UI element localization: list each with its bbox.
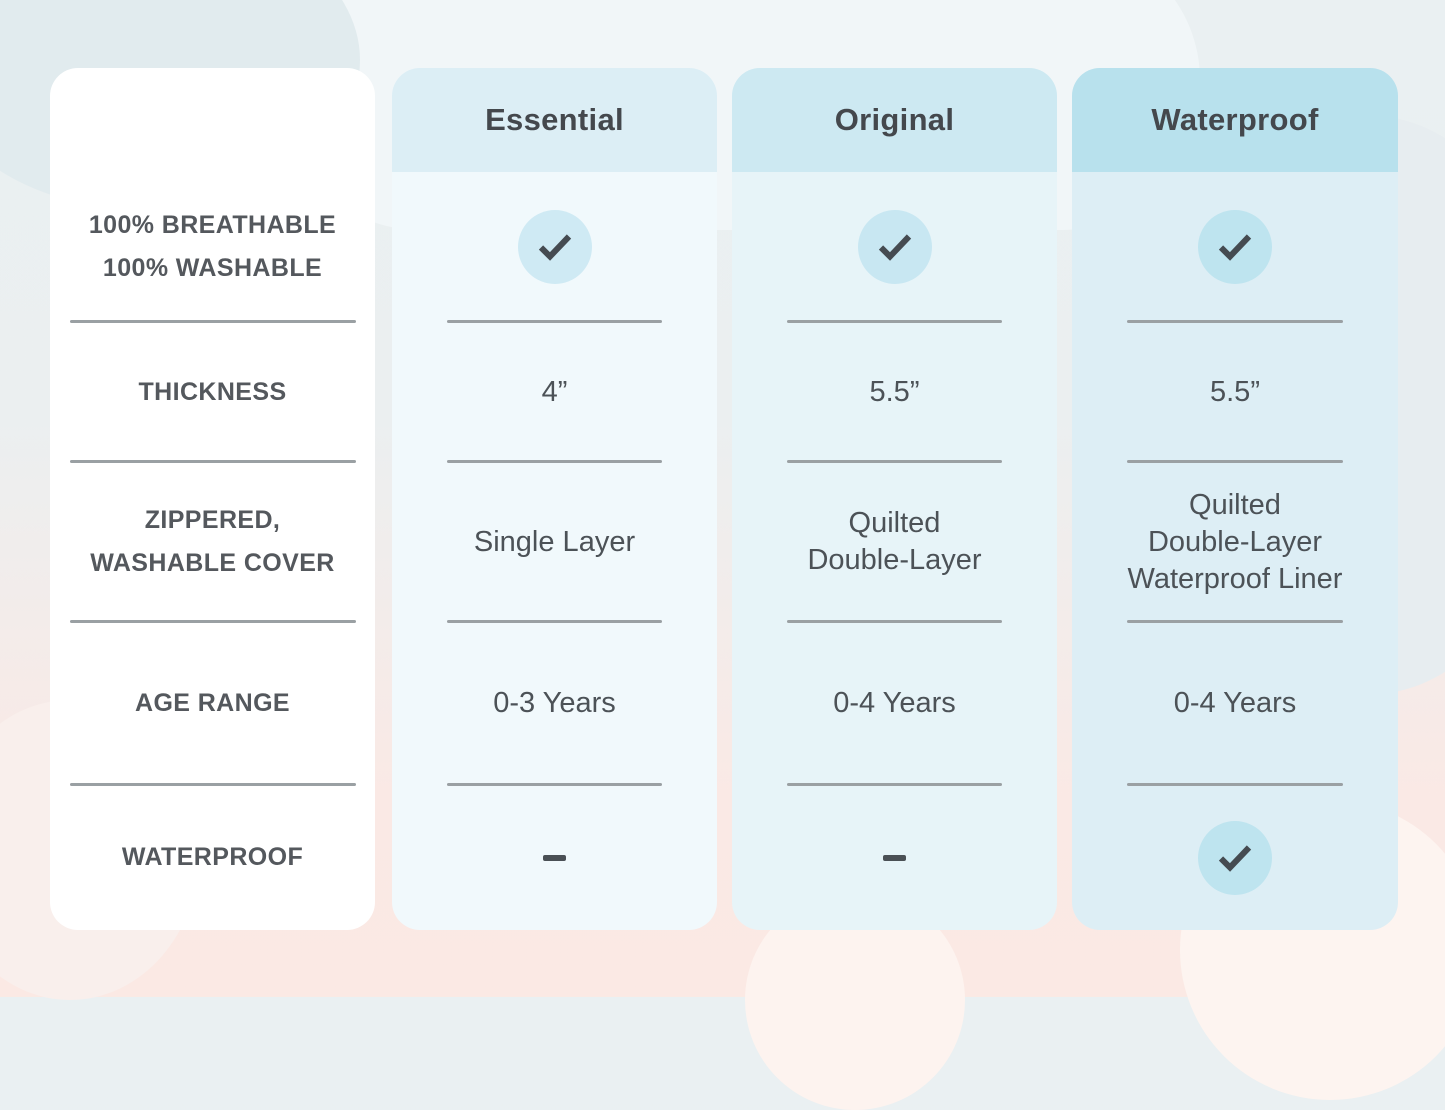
cell-value: 0-4 Years [1173, 687, 1297, 719]
cell-value: 4” [541, 375, 568, 408]
row-divider [447, 320, 662, 323]
table-row: 5.5” [732, 322, 1057, 463]
row-divider [1127, 783, 1343, 786]
row-labels-card: 100% BREATHABLE 100% WASHABLE THICKNESS ZIP… [50, 68, 375, 930]
row-divider [787, 620, 1002, 623]
product-column-essential: Essential 4” Single Layer 0-3 Years [392, 68, 717, 930]
column-header: Original [732, 68, 1057, 172]
table-row: Single Layer [392, 462, 717, 623]
check-icon [1198, 210, 1272, 284]
row-divider [447, 460, 662, 463]
row-divider [69, 620, 356, 623]
table-row [1072, 785, 1398, 930]
table-row [1072, 172, 1398, 323]
check-icon [857, 210, 932, 284]
row-divider [1127, 460, 1343, 463]
table-row: 0-4 Years [732, 622, 1057, 786]
cell-value: 0-3 Years [493, 687, 616, 719]
table-row: 0-4 Years [1072, 622, 1398, 786]
table-row: THICKNESS [50, 322, 375, 463]
cell-value: Quilted [848, 507, 941, 539]
table-row: 4” [392, 322, 717, 463]
table-row [392, 785, 717, 930]
table-row: 0-3 Years [392, 622, 717, 786]
table-row [732, 172, 1057, 323]
row-label: AGE RANGE [134, 689, 290, 717]
table-row: ZIPPERED, WASHABLE COVER [50, 462, 375, 623]
dash-icon [883, 854, 906, 861]
row-divider [787, 783, 1002, 786]
dash-icon [543, 854, 566, 861]
product-column-waterproof: Waterproof 5.5” Quilted Double-Layer Waterpr… [1072, 68, 1398, 930]
product-column-original: Original 5.5” Quilted Double-Layer 0-4 Years [732, 68, 1057, 930]
column-header: Essential [392, 68, 717, 172]
row-divider [69, 783, 356, 786]
cell-value: Single Layer [473, 525, 636, 558]
cell-value: 0-4 Years [833, 687, 956, 719]
table-row: 100% BREATHABLE 100% WASHABLE [50, 172, 375, 323]
row-divider [447, 620, 662, 623]
check-icon [517, 210, 592, 284]
column-header: Waterproof [1072, 68, 1398, 172]
table-row [392, 172, 717, 323]
row-divider [447, 783, 662, 786]
row-divider [69, 320, 356, 323]
row-divider [1127, 620, 1343, 623]
cell-value: Waterproof Liner [1127, 562, 1343, 595]
cell-value: Quilted [1189, 488, 1281, 521]
row-divider [1127, 320, 1343, 323]
table-row [732, 785, 1057, 930]
table-row: Quilted Double-Layer [732, 462, 1057, 623]
table-row: Quilted Double-Layer Waterproof Liner [1072, 462, 1398, 623]
row-label: ZIPPERED, [144, 506, 281, 534]
row-divider [787, 460, 1002, 463]
row-labels-header-spacer [50, 68, 375, 172]
check-icon [1198, 820, 1272, 895]
row-label: 100% WASHABLE [102, 254, 323, 282]
row-divider [69, 460, 356, 463]
cell-value: Double-Layer [1147, 525, 1323, 558]
cell-value: 5.5” [1210, 375, 1260, 408]
table-row: AGE RANGE [50, 622, 375, 786]
table-row: 5.5” [1072, 322, 1398, 463]
row-label: THICKNESS [138, 377, 287, 406]
cell-value: Double-Layer [807, 544, 982, 576]
row-label: 100% BREATHABLE [88, 211, 337, 239]
row-divider [787, 320, 1002, 323]
table-row: WATERPROOF [50, 785, 375, 930]
row-label: WATERPROOF [121, 843, 304, 871]
cell-value: 5.5” [869, 375, 920, 408]
row-label: WASHABLE COVER [90, 549, 335, 577]
